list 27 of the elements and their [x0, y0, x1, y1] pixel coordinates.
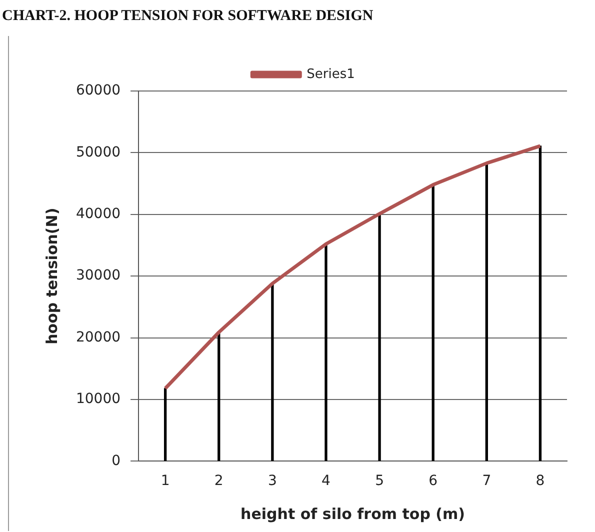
- bar: [324, 244, 328, 462]
- y-axis-title: hoop tension(N): [42, 208, 61, 344]
- bar: [218, 332, 220, 462]
- bar: [271, 283, 274, 462]
- x-axis-title: height of silo from top (m): [240, 504, 465, 523]
- x-tick-label: 2: [214, 473, 224, 490]
- y-tick-label: 40000: [76, 206, 121, 222]
- y-tick-label: 30000: [76, 268, 121, 284]
- x-tick-label: 6: [428, 473, 438, 490]
- y-tick-label: 60000: [76, 82, 121, 99]
- y-tick-label: 20000: [76, 329, 121, 346]
- bar: [485, 162, 488, 462]
- x-tick-label: 1: [160, 473, 170, 490]
- x-tick-label: 4: [322, 473, 331, 490]
- bar: [538, 146, 542, 462]
- bar: [378, 213, 381, 462]
- x-tick-label: 8: [536, 473, 545, 490]
- y-tick-label: 10000: [76, 391, 121, 408]
- bar: [164, 388, 167, 462]
- x-tick-label: 7: [482, 473, 492, 490]
- chart-title: CHART-2. HOOP TENSION FOR SOFTWARE DESIGN: [2, 8, 374, 25]
- bar: [432, 184, 434, 462]
- x-tick-label: 3: [268, 473, 277, 490]
- y-tick-label: 0: [112, 452, 121, 469]
- y-tick-label: 50000: [76, 144, 121, 160]
- legend-label: Series1: [306, 66, 355, 82]
- x-tick-label: 5: [375, 473, 384, 490]
